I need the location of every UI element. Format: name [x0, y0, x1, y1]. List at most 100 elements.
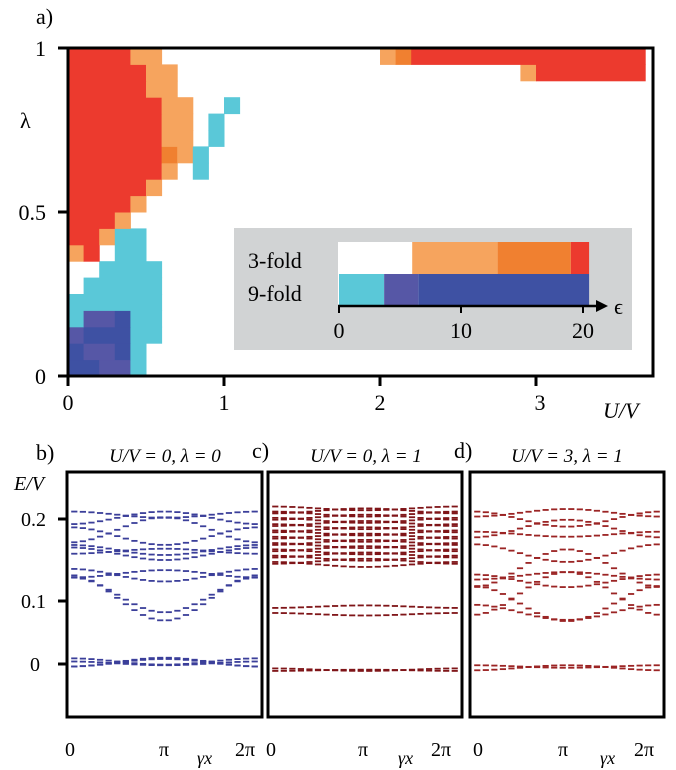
band-dash: [508, 598, 515, 601]
band-dash: [280, 537, 287, 540]
band-dash: [491, 664, 498, 667]
band-dash: [551, 666, 558, 669]
x-axis-label: γx: [398, 748, 413, 768]
band-dash: [243, 552, 250, 555]
band-dash: [366, 551, 373, 554]
band-dash: [272, 537, 279, 540]
band-dash: [417, 669, 424, 672]
band-dash: [272, 670, 279, 672]
band-dash: [400, 520, 407, 522]
band-dash: [314, 535, 322, 538]
band-dash: [200, 537, 207, 540]
band-dash: [71, 541, 78, 544]
band-dash: [289, 669, 296, 672]
band-dash: [474, 603, 481, 606]
band-dash: [349, 559, 356, 562]
band-dash: [636, 668, 643, 671]
band-dash: [323, 521, 330, 524]
band-dash: [619, 572, 626, 575]
band-dash: [165, 516, 172, 519]
band-dash: [491, 581, 498, 584]
band-dash: [306, 517, 313, 519]
band-dash: [628, 577, 635, 580]
band-dash: [251, 523, 258, 525]
band-dash: [289, 667, 296, 670]
band-dash: [314, 605, 322, 608]
heatmap-cell: [68, 195, 131, 213]
band-dash: [636, 545, 643, 548]
band-dash: [306, 612, 313, 615]
band-dash: [174, 569, 181, 572]
band-dash: [217, 662, 224, 665]
band-dash: [88, 548, 95, 550]
heatmap-cell: [395, 48, 412, 65]
y-tick-label: 0: [35, 364, 46, 389]
band-dash: [357, 540, 364, 543]
band-dash: [280, 561, 287, 564]
band-dash: [200, 525, 207, 528]
band-dash: [289, 506, 296, 508]
band-dash: [653, 613, 660, 616]
band-dash: [349, 558, 356, 560]
band-dash: [139, 663, 147, 666]
band-dash: [568, 518, 575, 521]
y-tick-label: 0.5: [19, 200, 47, 225]
band-dash: [417, 523, 424, 526]
band-dash: [289, 549, 296, 552]
band-dash: [417, 529, 424, 532]
band-dash: [323, 564, 330, 567]
band-dash: [645, 669, 652, 671]
band-dash: [525, 534, 532, 536]
band-dash: [79, 510, 86, 513]
band-dash: [474, 578, 481, 581]
band-dash: [306, 537, 313, 540]
heatmap-cell: [208, 113, 225, 131]
band-dash: [443, 669, 450, 672]
band-dash: [314, 669, 322, 672]
band-dash: [225, 512, 233, 514]
band-dash: [96, 546, 104, 549]
band-dash: [374, 546, 381, 549]
band-dash: [297, 555, 304, 558]
band-dash: [636, 531, 643, 534]
band-dash: [182, 552, 190, 555]
band-dash: [516, 567, 524, 570]
band-dash: [508, 597, 515, 600]
band-dash: [408, 532, 416, 534]
band-dash: [653, 578, 660, 581]
panel-b-bands: [71, 510, 258, 668]
band-dash: [251, 541, 258, 544]
band-dash: [451, 548, 458, 551]
band-dash: [174, 558, 181, 561]
band-dash: [306, 562, 313, 565]
band-dash: [148, 609, 155, 612]
band-dash: [280, 556, 287, 559]
band-dash: [400, 559, 407, 562]
panel-c-frame: [266, 470, 464, 719]
band-dash: [71, 576, 78, 579]
band-dash: [314, 550, 322, 553]
band-dash: [114, 662, 121, 665]
band-dash: [174, 609, 181, 612]
heatmap-cell: [130, 310, 163, 328]
band-dash: [585, 558, 592, 561]
band-dash: [306, 506, 313, 509]
band-dash: [357, 509, 364, 512]
band-dash: [139, 614, 147, 616]
band-dash: [174, 617, 181, 620]
band-dash: [349, 545, 356, 548]
panel-a-label: a): [36, 4, 53, 29]
band-dash: [157, 569, 164, 572]
band-dash: [593, 612, 600, 614]
band-dash: [105, 590, 112, 593]
band-dash: [225, 520, 233, 523]
band-dash: [443, 556, 450, 559]
band-dash: [585, 523, 592, 526]
band-dash: [306, 531, 313, 534]
panel-a-yaxis: 0 0.5 1 λ: [19, 36, 68, 389]
band-dash: [297, 561, 304, 564]
band-dash: [96, 584, 104, 587]
band-dash: [314, 525, 322, 528]
band-dash: [157, 516, 164, 519]
heatmap-cell: [411, 48, 646, 65]
